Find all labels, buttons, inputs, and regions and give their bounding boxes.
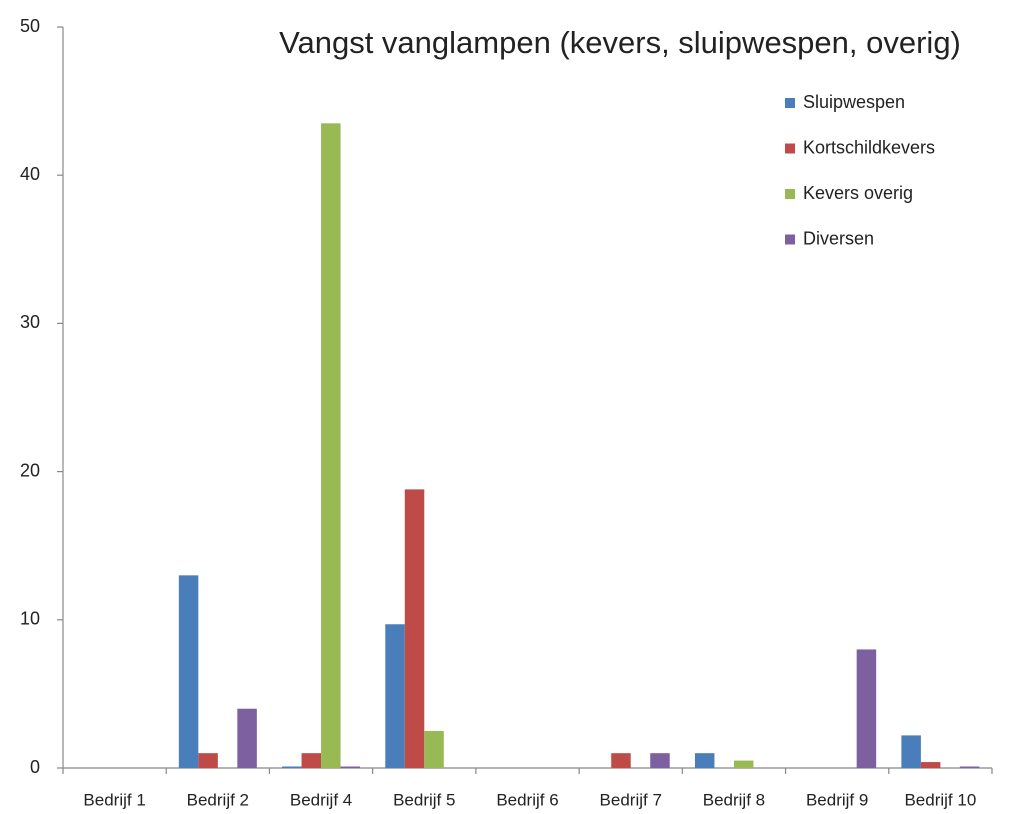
- x-tick-label: Bedrijf 8: [703, 790, 765, 809]
- legend-label: Diversen: [803, 228, 874, 248]
- x-tick-label: Bedrijf 7: [600, 790, 662, 809]
- x-tick-label: Bedrijf 9: [806, 790, 868, 809]
- legend-swatch: [785, 143, 795, 154]
- legend-label: Sluipwespen: [803, 92, 905, 112]
- bar: [404, 489, 425, 768]
- bar: [650, 753, 670, 768]
- y-tick-label: 10: [20, 609, 40, 629]
- bar: [959, 766, 980, 768]
- bar: [733, 760, 754, 768]
- bar: [282, 766, 302, 768]
- x-tick-label: Bedrijf 6: [496, 790, 558, 809]
- bar: [237, 708, 257, 768]
- bar: [611, 753, 631, 768]
- y-tick-label: 30: [20, 312, 40, 332]
- x-tick-label: Bedrijf 2: [187, 790, 249, 809]
- legend-swatch: [785, 98, 795, 108]
- x-tick-label: Bedrijf 4: [290, 790, 352, 809]
- y-tick-label: 50: [20, 16, 40, 36]
- bar: [385, 624, 405, 768]
- bar: [901, 735, 921, 768]
- y-tick-label: 0: [30, 757, 40, 777]
- legend-label: Kevers overig: [803, 183, 913, 203]
- legend-swatch: [785, 234, 795, 245]
- bar: [340, 766, 361, 768]
- bar: [694, 753, 715, 768]
- bar: [321, 123, 341, 768]
- bar: [178, 575, 199, 768]
- x-tick-label: Bedrijf 1: [83, 790, 145, 809]
- y-tick-label: 20: [20, 460, 40, 480]
- legend-label: Kortschildkevers: [803, 137, 935, 157]
- bar: [198, 753, 218, 768]
- legend-swatch: [785, 189, 795, 199]
- bar: [920, 762, 941, 768]
- bar: [301, 753, 322, 768]
- x-tick-label: Bedrijf 5: [393, 790, 455, 809]
- x-tick-label: Bedrijf 10: [904, 790, 976, 809]
- y-tick-label: 40: [20, 164, 40, 184]
- bar: [424, 730, 444, 768]
- bar: [856, 649, 877, 768]
- chart-title: Vangst vanglampen (kevers, sluipwespen, …: [279, 25, 961, 60]
